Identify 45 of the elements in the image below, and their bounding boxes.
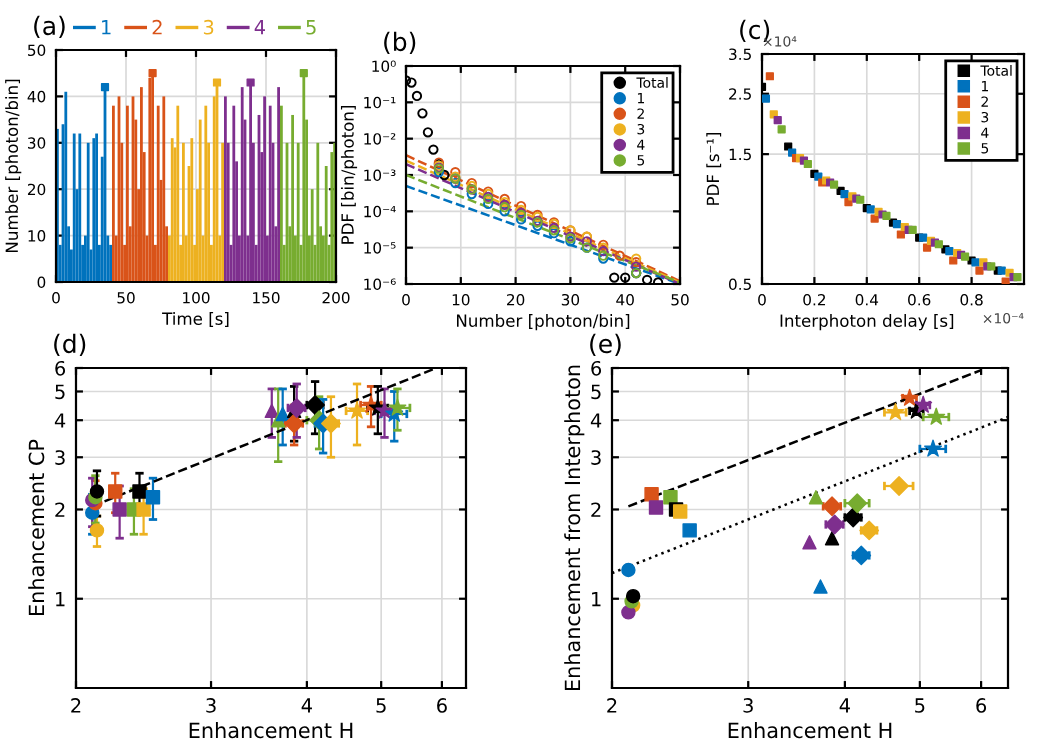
x-tick-label: 2	[607, 698, 617, 713]
x-axis-title: Time [s]	[162, 312, 229, 327]
y-tick-label: 5	[55, 384, 65, 400]
x-tick-label: 3	[206, 698, 216, 713]
x-tick-label: 5	[915, 698, 925, 713]
y-tick-label: 2	[591, 502, 601, 517]
chart-title: (d)	[54, 333, 86, 357]
legend-label: 3	[203, 19, 214, 35]
y-axis-title: Enhancement from Interphoton	[564, 365, 585, 691]
x-tick-label: 6	[976, 698, 987, 713]
y-axis-title: PDF [bin/photon]	[340, 106, 358, 244]
x-axis-title: Number [photon/bin]	[457, 314, 630, 331]
point	[299, 69, 308, 78]
x-tick-label: 4	[839, 698, 850, 713]
point	[100, 83, 110, 92]
point	[212, 78, 222, 87]
y-axis-title: Number [photon/bin]	[5, 79, 22, 252]
x-axis-title: Enhancement H	[728, 722, 892, 739]
y-tick-label: 4	[54, 413, 66, 428]
legend-label: 1	[102, 20, 111, 35]
y-tick-label: 1	[56, 591, 65, 607]
chart-title: (e)	[590, 333, 621, 357]
y-axis-title: Enhancement CP	[28, 439, 45, 615]
point	[246, 78, 255, 87]
y-tick-label: 3	[55, 450, 65, 465]
x-tick-label: 6	[437, 698, 447, 713]
y-tick-label: 4	[590, 413, 602, 428]
y-tick-label: 6	[55, 360, 66, 376]
y-tick-label: 3	[591, 450, 601, 465]
chart-title: (b)	[384, 31, 416, 55]
y-tick-label: 5	[591, 384, 601, 400]
legend-label: 5	[306, 20, 316, 35]
point	[148, 69, 157, 78]
y-tick-label: 1	[592, 591, 601, 607]
chart-title: (c)	[740, 19, 770, 43]
x-axis-title: Interphoton delay [s]	[780, 314, 954, 331]
chart-title: (a)	[34, 15, 65, 39]
legend-label: 2	[152, 19, 162, 35]
x-tick-label: 2	[71, 698, 81, 713]
y-axis-title: PDF [s⁻¹]	[706, 132, 722, 205]
legend-label: 4	[254, 20, 265, 35]
x-axis-title: Enhancement H	[189, 722, 353, 739]
y-tick-label: 2	[55, 502, 65, 517]
x-tick-label: 4	[301, 698, 312, 713]
y-tick-label: 6	[591, 360, 602, 376]
